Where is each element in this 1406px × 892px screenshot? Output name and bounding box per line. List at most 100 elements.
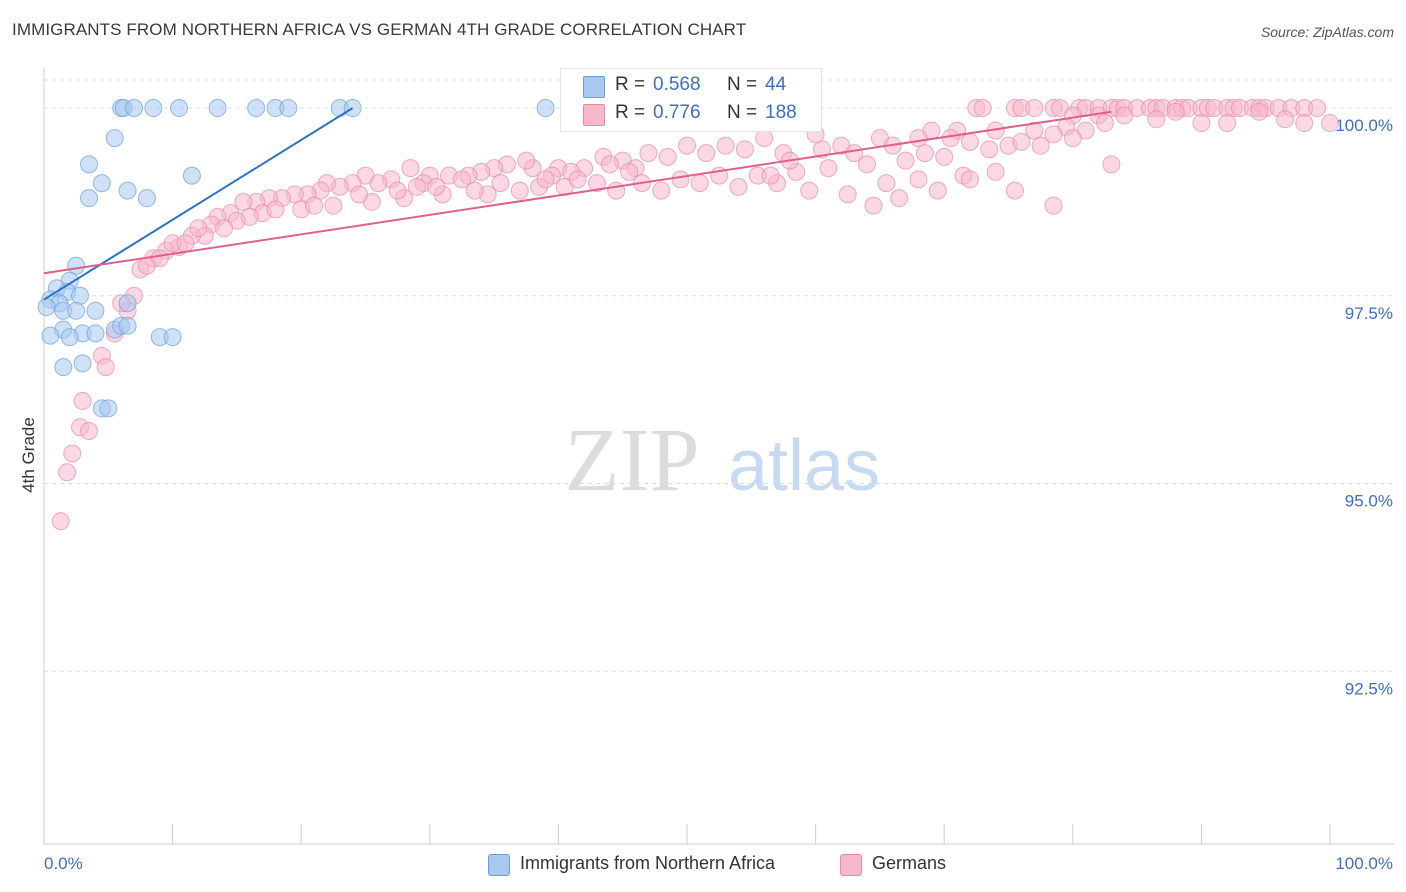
- point-germans: [517, 151, 536, 170]
- point-immigrants: [86, 301, 105, 320]
- point-germans: [1295, 114, 1314, 133]
- r-value: 0.568: [653, 74, 701, 95]
- point-immigrants: [536, 99, 555, 118]
- point-germans: [838, 185, 857, 204]
- point-germans: [973, 99, 992, 118]
- point-immigrants: [144, 99, 163, 118]
- point-immigrants: [279, 99, 298, 118]
- n-label: N =: [727, 74, 758, 95]
- point-germans: [1044, 125, 1063, 144]
- point-germans: [80, 421, 99, 440]
- legend-swatch-germans: [840, 854, 862, 876]
- point-germans: [1308, 99, 1327, 118]
- point-immigrants: [99, 399, 118, 418]
- r-label: R =: [615, 74, 646, 95]
- point-germans: [845, 144, 864, 163]
- point-germans: [587, 174, 606, 193]
- point-germans: [858, 155, 877, 174]
- point-germans: [324, 196, 343, 215]
- point-germans: [215, 219, 234, 238]
- point-germans: [735, 140, 754, 159]
- point-germans: [388, 181, 407, 200]
- point-germans: [1321, 114, 1339, 133]
- point-germans: [915, 144, 934, 163]
- y-axis-label: 4th Grade: [19, 417, 38, 493]
- legend-label-germans: Germans: [872, 853, 947, 873]
- point-germans: [813, 140, 832, 159]
- r-value: 0.776: [653, 102, 701, 123]
- point-germans: [652, 181, 671, 200]
- point-germans: [1012, 132, 1031, 151]
- y-tick-label: 95.0%: [1345, 492, 1393, 511]
- point-germans: [960, 132, 979, 151]
- point-immigrants: [118, 181, 137, 200]
- point-germans: [678, 136, 696, 155]
- point-immigrants: [71, 286, 90, 305]
- point-germans: [1115, 106, 1134, 125]
- stats-legend-row-immigrants: R = 0.568 N = 44: [561, 71, 821, 101]
- point-germans: [935, 147, 954, 166]
- point-immigrants: [73, 354, 92, 373]
- point-germans: [864, 196, 883, 215]
- point-germans: [63, 444, 82, 463]
- n-value: 44: [765, 74, 787, 95]
- point-germans: [671, 170, 690, 189]
- point-germans: [909, 170, 928, 189]
- point-germans: [761, 166, 780, 185]
- swatch-germans: [583, 104, 605, 126]
- point-germans: [620, 162, 639, 181]
- point-germans: [1025, 99, 1044, 118]
- point-germans: [890, 189, 909, 208]
- point-germans: [980, 140, 999, 159]
- point-germans: [510, 181, 529, 200]
- watermark-zip: ZIP: [565, 411, 700, 510]
- x-tick-label: 100.0%: [1335, 854, 1393, 873]
- point-germans: [1192, 114, 1211, 133]
- point-germans: [909, 129, 928, 148]
- y-tick-label: 100.0%: [1335, 116, 1393, 135]
- point-germans: [1102, 155, 1121, 174]
- watermark-atlas: atlas: [728, 426, 880, 506]
- point-germans: [986, 162, 1005, 181]
- point-germans: [1063, 129, 1082, 148]
- point-immigrants: [67, 301, 86, 320]
- point-germans: [427, 177, 446, 196]
- point-germans: [1005, 181, 1024, 200]
- point-immigrants: [37, 298, 56, 317]
- point-germans: [240, 207, 259, 226]
- point-germans: [607, 181, 626, 200]
- point-germans: [176, 234, 195, 253]
- swatch-immigrants: [583, 76, 605, 98]
- point-germans: [1166, 102, 1185, 121]
- source-label: Source: ZipAtlas.com: [1260, 24, 1394, 40]
- point-germans: [690, 174, 709, 193]
- point-germans: [1275, 110, 1294, 129]
- point-germans: [1250, 102, 1269, 121]
- point-germans: [51, 512, 70, 531]
- point-germans: [819, 159, 838, 178]
- point-immigrants: [41, 326, 60, 345]
- point-germans: [96, 358, 115, 377]
- point-immigrants: [170, 99, 189, 118]
- point-immigrants: [118, 316, 137, 335]
- point-germans: [137, 256, 156, 275]
- point-immigrants: [182, 166, 201, 185]
- n-label: N =: [727, 102, 758, 123]
- stats-legend: R = 0.568 N = 44 R = 0.776 N = 188: [560, 68, 822, 132]
- point-germans: [465, 181, 484, 200]
- point-germans: [305, 196, 324, 215]
- point-germans: [600, 155, 619, 174]
- n-value: 188: [765, 102, 797, 123]
- chart-title: IMMIGRANTS FROM NORTHERN AFRICA VS GERMA…: [12, 20, 747, 39]
- point-immigrants: [80, 155, 99, 174]
- point-immigrants: [60, 328, 79, 347]
- point-germans: [407, 177, 426, 196]
- point-germans: [800, 181, 819, 200]
- series-legend: Immigrants from Northern Africa Germans: [0, 852, 1406, 878]
- point-immigrants: [125, 99, 144, 118]
- point-germans: [401, 159, 420, 178]
- point-germans: [491, 174, 510, 193]
- point-germans: [189, 219, 208, 238]
- point-germans: [639, 144, 658, 163]
